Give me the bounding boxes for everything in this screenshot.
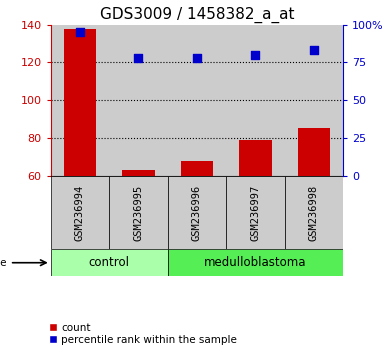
Bar (51, 249, 168, 276)
Bar (181, 160, 213, 176)
Title: GDS3009 / 1458382_a_at: GDS3009 / 1458382_a_at (100, 7, 294, 23)
Text: GSM236996: GSM236996 (192, 184, 202, 241)
Text: disease state: disease state (0, 258, 7, 268)
Legend: count, percentile rank within the sample: count, percentile rank within the sample (44, 318, 241, 349)
Bar (51, 25, 109, 176)
Text: GSM236998: GSM236998 (309, 184, 319, 241)
Text: GSM236994: GSM236994 (75, 184, 85, 241)
Bar (109, 25, 168, 176)
Bar (239, 140, 271, 176)
Bar (64, 29, 96, 176)
Text: control: control (89, 256, 130, 269)
Bar (109, 176, 168, 249)
Point (77, 29, 83, 35)
Bar (51, 176, 109, 249)
Bar (226, 25, 285, 176)
Bar (298, 129, 330, 176)
Text: GSM236995: GSM236995 (133, 184, 144, 241)
Bar (285, 25, 343, 176)
Point (252, 52, 259, 58)
Text: GSM236997: GSM236997 (250, 184, 261, 241)
Point (311, 47, 317, 53)
Text: medulloblastoma: medulloblastoma (204, 256, 307, 269)
Bar (226, 176, 285, 249)
Bar (168, 176, 226, 249)
Bar (168, 25, 226, 176)
Bar (168, 249, 343, 276)
Bar (285, 176, 343, 249)
Point (194, 55, 200, 61)
Bar (122, 170, 154, 176)
Point (135, 55, 142, 61)
